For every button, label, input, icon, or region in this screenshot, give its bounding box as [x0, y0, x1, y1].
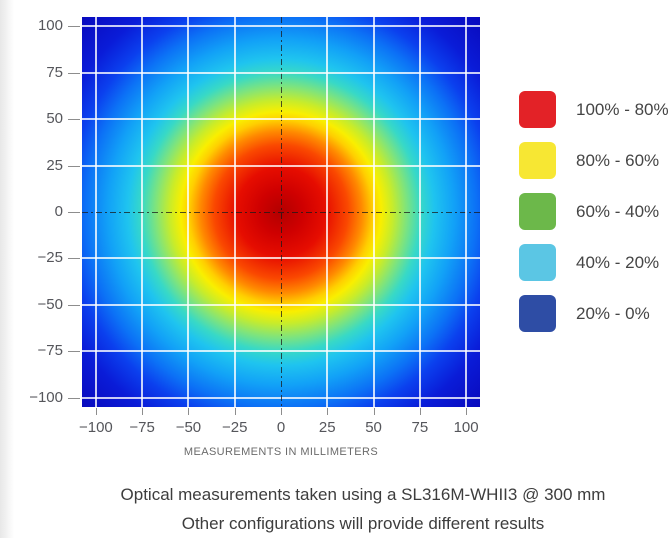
heatmap-plot	[82, 17, 480, 407]
x-tick-mark	[327, 408, 329, 415]
gridline-vertical	[418, 17, 421, 407]
y-tick-mark	[68, 258, 80, 260]
x-tick-mark	[234, 408, 236, 415]
legend-swatch	[519, 91, 556, 128]
x-axis-title: MEASUREMENTS IN MILLIMETERS	[183, 446, 379, 458]
gridline-vertical	[465, 17, 468, 407]
x-tick-mark	[142, 408, 144, 415]
y-tick-mark	[68, 351, 80, 353]
x-tick-mark	[419, 408, 421, 415]
x-tick-mark	[281, 408, 282, 415]
gridline-horizontal	[82, 164, 480, 167]
y-tick-mark	[68, 119, 80, 121]
y-tick-label: 25	[46, 156, 63, 174]
x-tick-label: 50	[365, 419, 382, 436]
legend-entry: 40% - 20%	[519, 244, 669, 281]
legend-label: 40% - 20%	[576, 252, 660, 272]
x-tick-label: 75	[411, 419, 429, 436]
legend-label: 20% - 0%	[576, 303, 650, 323]
y-tick-mark	[68, 304, 80, 306]
y-tick-mark	[68, 165, 80, 167]
legend-label: 80% - 60%	[576, 150, 660, 170]
x-tick-label: 0	[276, 419, 286, 436]
caption-line-2: Other configurations will provide differ…	[181, 514, 545, 533]
y-tick-label: −75	[37, 342, 63, 360]
gridline-vertical	[326, 17, 329, 407]
y-tick-mark	[68, 72, 80, 74]
y-tick-label: −100	[29, 388, 63, 406]
x-tick-label: −25	[221, 419, 248, 436]
caption-line-1: Optical measurements taken using a SL316…	[120, 485, 606, 504]
caption: Optical measurements taken using a SL316…	[55, 480, 671, 538]
x-tick-label: −100	[78, 419, 113, 436]
x-tick-mark	[373, 408, 375, 415]
y-tick-label: 50	[46, 110, 63, 128]
crosshair-horizontal	[82, 211, 480, 213]
legend-entry: 80% - 60%	[519, 142, 669, 179]
x-tick-mark	[466, 408, 468, 415]
y-tick-mark	[68, 397, 80, 399]
legend-entry: 60% - 40%	[519, 193, 669, 230]
gridline-horizontal	[82, 25, 480, 28]
y-tick-label: 0	[54, 203, 63, 220]
y-tick-label: 75	[46, 63, 63, 81]
legend-label: 60% - 40%	[576, 201, 660, 221]
legend-swatch	[519, 295, 556, 332]
gridline-horizontal	[82, 71, 480, 74]
y-tick-mark	[68, 212, 80, 213]
x-tick-label: −50	[175, 419, 202, 436]
x-tick-label: 25	[318, 419, 336, 436]
legend: 100% - 80% 80% - 60% 60% - 40% 40% - 20% 20%…	[519, 91, 669, 346]
legend-swatch	[519, 142, 556, 179]
x-tick-label: 100	[453, 419, 479, 436]
legend-entry: 100% - 80%	[519, 91, 669, 128]
gridline-horizontal	[82, 118, 480, 121]
x-tick-mark	[95, 408, 97, 415]
legend-label: 100% - 80%	[576, 99, 669, 119]
gridline-vertical	[372, 17, 375, 407]
x-tick-label: −75	[129, 419, 155, 436]
y-tick-mark	[68, 26, 80, 28]
y-tick-label: −50	[37, 295, 63, 313]
legend-swatch	[519, 244, 556, 281]
legend-swatch	[519, 193, 556, 230]
y-tick-label: 100	[37, 17, 63, 35]
y-tick-label: −25	[37, 249, 63, 267]
x-tick-mark	[188, 408, 190, 415]
legend-entry: 20% - 0%	[519, 295, 669, 332]
